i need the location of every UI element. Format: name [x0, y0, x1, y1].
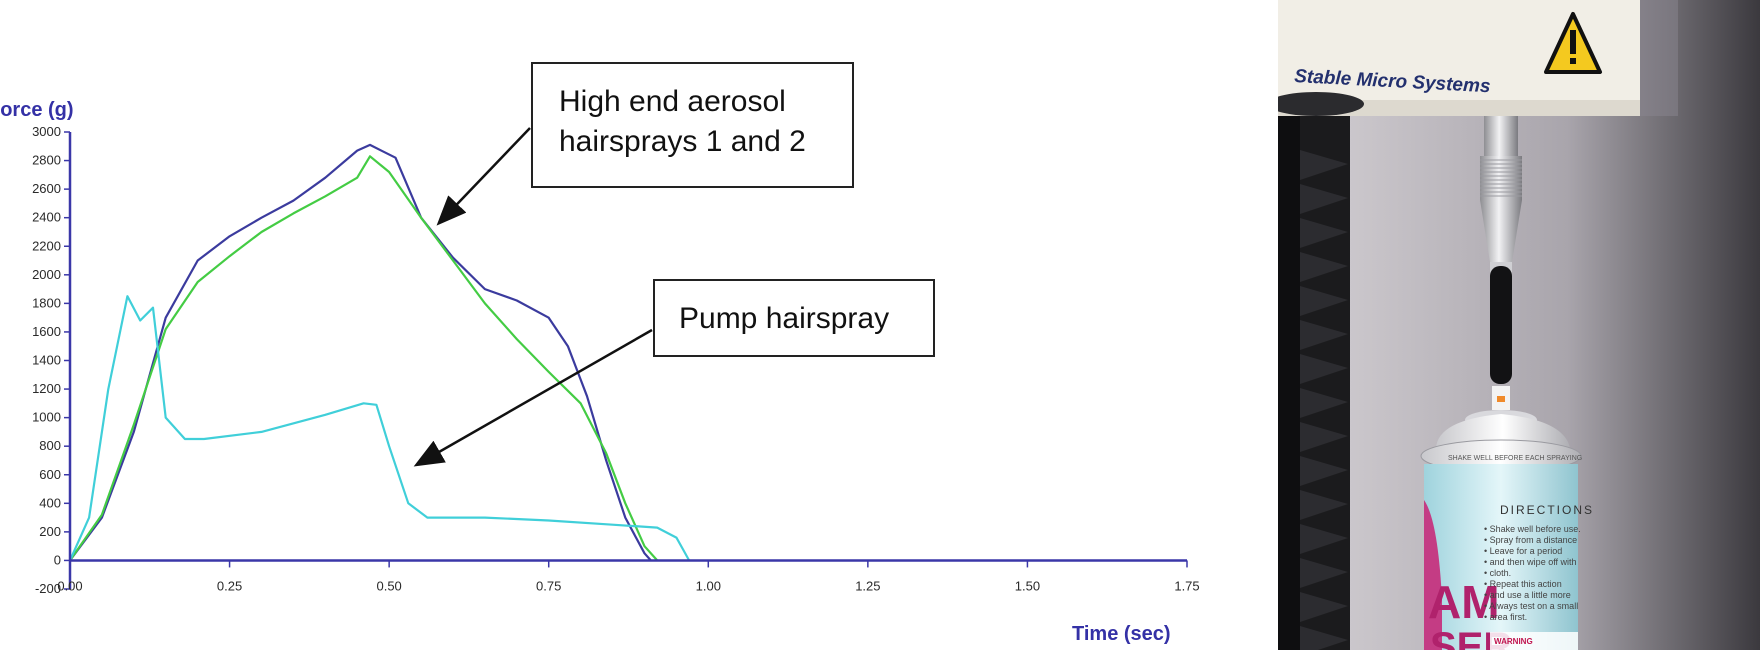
- x-tick-label: 0.50: [376, 578, 401, 593]
- bellows-rib: [1300, 354, 1348, 384]
- y-tick-label: 0: [54, 552, 61, 567]
- callout-arrows: [413, 127, 653, 467]
- callout-aerosol-line-1: High end aerosol: [559, 85, 786, 118]
- bellows-rib: [1300, 252, 1348, 282]
- series-line-2: [69, 155, 659, 562]
- can-direction-line: • Always test on a small: [1484, 601, 1578, 611]
- y-tick-label: 2000: [32, 267, 61, 282]
- bellows-rib: [1300, 422, 1348, 452]
- callout-aerosol-hairsprays: High end aerosol hairsprays 1 and 2: [531, 62, 854, 188]
- y-tick-label: 1000: [32, 410, 61, 425]
- texture-analyser-photo: Stable Micro Systems SHAKE WEL: [1278, 0, 1760, 650]
- test-probe: [1480, 116, 1522, 384]
- bellows-rib: [1300, 320, 1348, 350]
- x-tick-label: 0.75: [536, 578, 561, 593]
- bellows-rib: [1300, 456, 1348, 486]
- bellows-rib: [1300, 524, 1348, 554]
- warning-triangle-icon: [1544, 12, 1602, 74]
- can-directions-heading: DIRECTIONS: [1500, 503, 1594, 517]
- can-warning-text: WARNING: [1494, 637, 1533, 646]
- series-line-3: [68, 295, 691, 561]
- y-tick-label: 2200: [32, 238, 61, 253]
- bellows-rib: [1300, 388, 1348, 418]
- x-tick-label: 0.00: [57, 578, 82, 593]
- y-tick-label: 2400: [32, 210, 61, 225]
- bellows-rib: [1300, 626, 1348, 650]
- callout-pump-line-1: Pump hairspray: [679, 302, 890, 335]
- bellows-rib: [1300, 184, 1348, 214]
- bellows-rib: [1300, 286, 1348, 316]
- can-direction-line: • area first.: [1484, 612, 1527, 622]
- bellows-rib: [1300, 150, 1348, 180]
- y-tick-label: 800: [39, 438, 61, 453]
- instrument-housing: Stable Micro Systems: [1278, 0, 1678, 116]
- series-line-1: [69, 143, 652, 562]
- bellows-rib: [1300, 490, 1348, 520]
- can-direction-line: • Leave for a period: [1484, 546, 1562, 556]
- y-tick-label: 3000: [32, 124, 61, 139]
- x-axis-title: Time (sec): [1072, 623, 1171, 645]
- y-tick-label: 1400: [32, 353, 61, 368]
- aerosol-arrow: [436, 127, 531, 226]
- can-direction-line: • and then wipe off with: [1484, 557, 1577, 567]
- callout-aerosol-line-2: hairsprays 1 and 2: [559, 125, 806, 158]
- chart-panel: -200 0 200 400 600 800 1000 1200 1400 1600 1800 200…: [0, 62, 1200, 645]
- bellows-column: [1278, 90, 1350, 650]
- can-direction-line: • Shake well before use.: [1484, 524, 1581, 534]
- can-shake-text: SHAKE WELL BEFORE EACH SPRAYING: [1448, 455, 1582, 462]
- can-direction-line: • Repeat this action: [1484, 579, 1562, 589]
- y-tick-label: 1200: [32, 381, 61, 396]
- y-tick-label: 2600: [32, 181, 61, 196]
- y-tick-label: 1600: [32, 324, 61, 339]
- bellows-rib: [1300, 218, 1348, 248]
- y-axis-title: Force (g): [0, 99, 74, 121]
- x-tick-label: 0.25: [217, 578, 242, 593]
- can-direction-line: • and use a little more: [1484, 590, 1571, 600]
- can-direction-line: • Spray from a distance: [1484, 535, 1577, 545]
- x-tick-label: 1.75: [1174, 578, 1199, 593]
- aerosol-can: SHAKE WELL BEFORE EACH SPRAYING AM SER D…: [1420, 386, 1594, 650]
- callout-pump-hairspray: Pump hairspray: [653, 279, 935, 357]
- y-tick-label: 2800: [32, 153, 61, 168]
- can-direction-line: • cloth.: [1484, 568, 1511, 578]
- y-tick-label: -200: [35, 581, 61, 596]
- force-time-chart: -200 0 200 400 600 800 1000 1200 1400 1600 1800 200…: [0, 99, 1200, 645]
- x-tick-label: 1.25: [855, 578, 880, 593]
- bellows-rib: [1300, 592, 1348, 622]
- can-big-letters: AM: [1428, 576, 1500, 628]
- y-tick-label: 200: [39, 524, 61, 539]
- pump-arrow: [413, 328, 653, 467]
- bellows-rib: [1300, 558, 1348, 588]
- y-tick-label: 400: [39, 495, 61, 510]
- y-tick-label: 1800: [32, 295, 61, 310]
- x-tick-label: 1.50: [1015, 578, 1040, 593]
- x-tick-label: 1.00: [696, 578, 721, 593]
- y-tick-label: 600: [39, 467, 61, 482]
- photo-illustration: Stable Micro Systems SHAKE WEL: [1278, 0, 1760, 650]
